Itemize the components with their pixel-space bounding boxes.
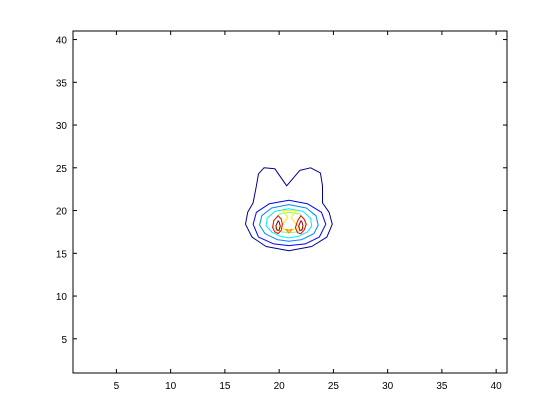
x-tick-label: 30 bbox=[382, 381, 394, 392]
contour-layer bbox=[245, 167, 333, 252]
x-tick-label: 25 bbox=[328, 381, 340, 392]
x-tick-label: 5 bbox=[114, 381, 120, 392]
x-tick-label: 40 bbox=[491, 381, 503, 392]
contour-line bbox=[259, 204, 319, 242]
x-tick-label: 35 bbox=[436, 381, 448, 392]
y-tick-label: 40 bbox=[56, 36, 68, 47]
contour-line bbox=[285, 228, 293, 234]
y-tick-label: 25 bbox=[56, 164, 68, 175]
tick-layer: 5 10 15 20 25 30 35 40 5 10 15 20 25 30 35 40 bbox=[56, 31, 507, 392]
y-tick-label: 10 bbox=[56, 292, 68, 303]
y-tick-label: 15 bbox=[56, 249, 68, 260]
y-tick-label: 5 bbox=[61, 335, 67, 346]
y-tick-label: 20 bbox=[56, 207, 68, 218]
contour-line bbox=[294, 215, 307, 235]
x-tick-label: 20 bbox=[274, 381, 286, 392]
plot-area bbox=[73, 31, 507, 373]
contour-line bbox=[275, 220, 281, 231]
contour-line bbox=[252, 199, 327, 247]
contour-line bbox=[265, 208, 313, 239]
x-tick-label: 10 bbox=[165, 381, 177, 392]
x-tick-label: 15 bbox=[219, 381, 231, 392]
y-tick-label: 35 bbox=[56, 78, 68, 89]
contour-line bbox=[298, 220, 304, 231]
y-tick-label: 30 bbox=[56, 121, 68, 132]
contour-line bbox=[272, 215, 283, 235]
contour-line bbox=[245, 167, 333, 252]
axes-box bbox=[72, 30, 508, 374]
